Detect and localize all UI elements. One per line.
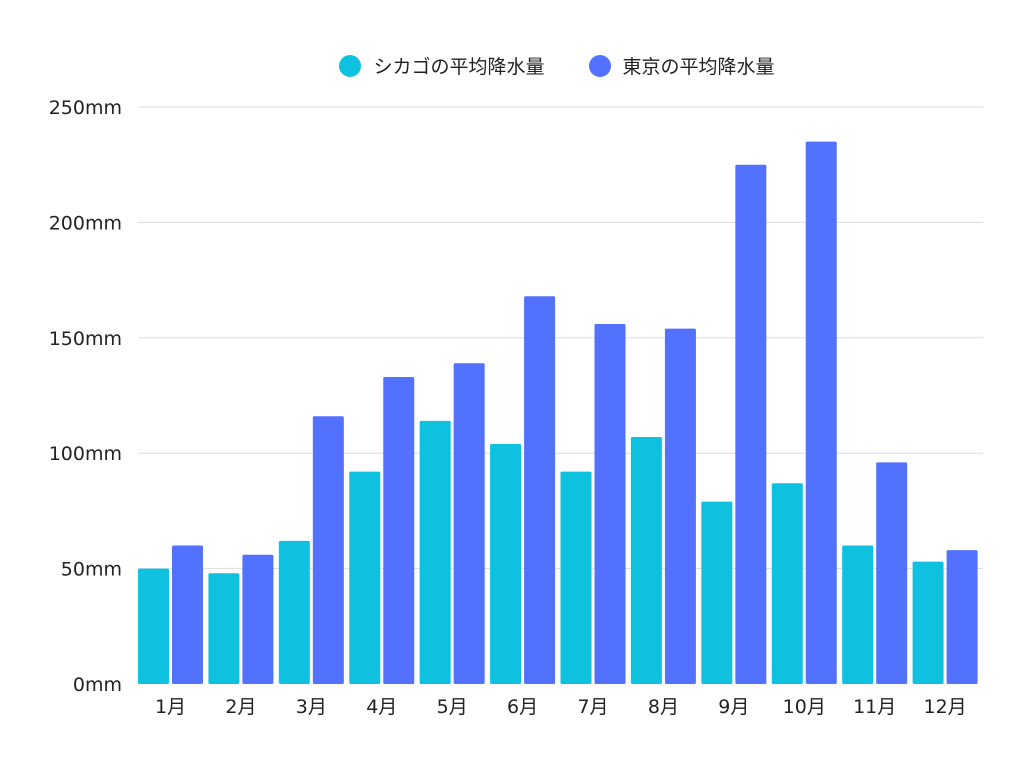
bar-tokyo[interactable] bbox=[594, 323, 626, 684]
x-tick-label: 11月 bbox=[853, 696, 896, 718]
legend-item-tokyo[interactable]: 東京の平均降水量 bbox=[588, 52, 775, 79]
x-tick-label: 9月 bbox=[718, 696, 749, 718]
y-tick-label: 50mm bbox=[61, 559, 122, 581]
bar-chicago[interactable] bbox=[842, 545, 874, 684]
y-tick-label: 150mm bbox=[49, 328, 122, 350]
x-tick-label: 7月 bbox=[577, 696, 608, 718]
x-tick-label: 6月 bbox=[507, 696, 538, 718]
bar-tokyo[interactable] bbox=[876, 462, 908, 684]
bar-chicago[interactable] bbox=[701, 501, 733, 684]
x-tick-label: 2月 bbox=[225, 696, 256, 718]
bar-tokyo[interactable] bbox=[805, 141, 837, 684]
x-tick-label: 4月 bbox=[366, 696, 397, 718]
x-tick-label: 10月 bbox=[783, 696, 826, 718]
legend-item-chicago[interactable]: シカゴの平均降水量 bbox=[339, 52, 545, 79]
x-tick-label: 5月 bbox=[437, 696, 468, 718]
y-tick-label: 100mm bbox=[49, 443, 122, 465]
bar-tokyo[interactable] bbox=[242, 554, 274, 684]
x-tick-label: 12月 bbox=[923, 696, 966, 718]
bar-tokyo[interactable] bbox=[735, 164, 767, 684]
y-tick-label: 200mm bbox=[49, 212, 122, 234]
bar-chicago[interactable] bbox=[138, 568, 169, 684]
bar-chicago[interactable] bbox=[349, 471, 381, 684]
bar-tokyo[interactable] bbox=[383, 377, 415, 684]
y-tick-label: 0mm bbox=[73, 674, 122, 696]
bar-chicago[interactable] bbox=[771, 483, 803, 684]
legend-swatch-tokyo bbox=[588, 54, 611, 77]
legend-swatch-chicago bbox=[339, 54, 362, 77]
bar-tokyo[interactable] bbox=[946, 550, 978, 684]
bar-chicago[interactable] bbox=[278, 540, 310, 684]
x-tick-label: 8月 bbox=[648, 696, 679, 718]
y-tick-label: 250mm bbox=[49, 97, 122, 119]
bar-chicago[interactable] bbox=[560, 471, 592, 684]
bar-tokyo[interactable] bbox=[453, 363, 485, 684]
bar-chicago[interactable] bbox=[490, 443, 522, 684]
bar-chicago[interactable] bbox=[912, 561, 944, 684]
bar-tokyo[interactable] bbox=[172, 545, 203, 684]
x-tick-label: 1月 bbox=[155, 696, 186, 718]
bar-chicago[interactable] bbox=[419, 420, 451, 684]
bar-tokyo[interactable] bbox=[664, 328, 696, 684]
bar-tokyo[interactable] bbox=[312, 416, 344, 684]
legend: シカゴの平均降水量 東京の平均降水量 bbox=[0, 52, 1024, 79]
legend-label-chicago: シカゴの平均降水量 bbox=[373, 56, 545, 78]
legend-label-tokyo: 東京の平均降水量 bbox=[622, 56, 775, 78]
x-tick-label: 3月 bbox=[296, 696, 327, 718]
bar-tokyo[interactable] bbox=[524, 296, 556, 684]
bar-chicago[interactable] bbox=[208, 573, 240, 684]
bar-chicago[interactable] bbox=[630, 437, 662, 684]
